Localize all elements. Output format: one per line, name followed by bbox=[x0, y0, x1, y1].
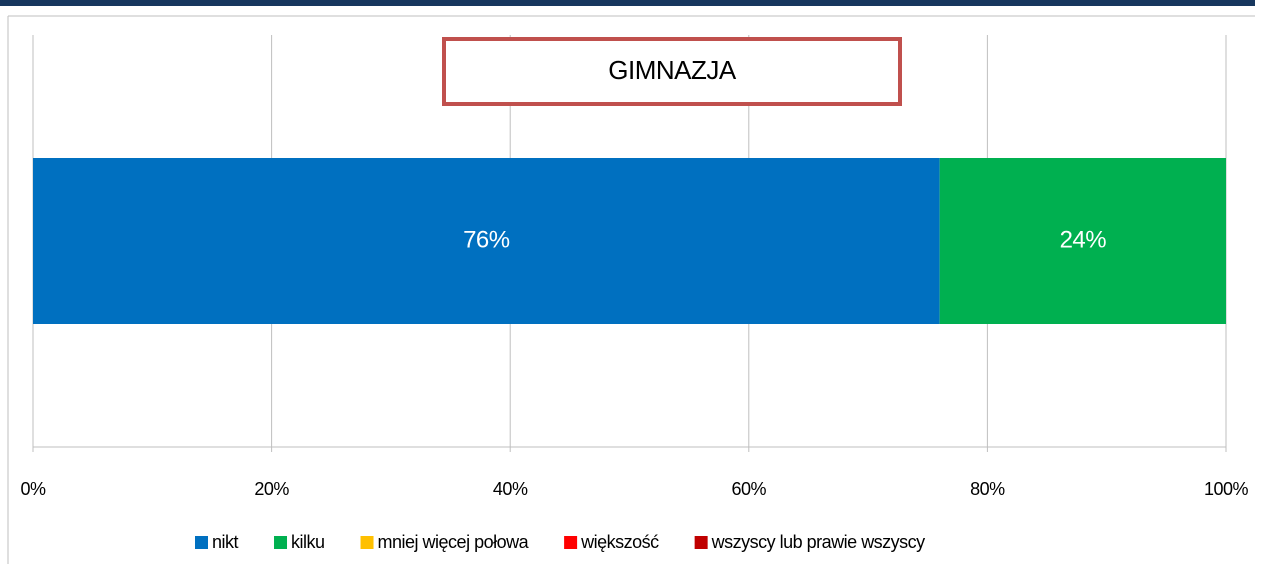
legend-swatch bbox=[564, 536, 578, 549]
data-label: 24% bbox=[1060, 226, 1107, 253]
bars bbox=[33, 158, 1226, 324]
legend-label: mniej więcej połowa bbox=[378, 532, 530, 552]
chart-title: GIMNAZJA bbox=[608, 55, 737, 85]
legend-label: nikt bbox=[212, 532, 239, 552]
legend-swatch bbox=[360, 536, 374, 549]
bar-segment bbox=[33, 158, 940, 324]
x-tick-label: 80% bbox=[970, 479, 1005, 499]
header-bar bbox=[0, 0, 1255, 6]
legend-swatch bbox=[195, 536, 208, 549]
x-tick-label: 0% bbox=[20, 479, 46, 499]
x-tick-label: 60% bbox=[732, 479, 767, 499]
legend-label: większość bbox=[580, 532, 659, 552]
x-tick-label: 20% bbox=[254, 479, 289, 499]
legend-swatch bbox=[694, 536, 708, 549]
legend-swatch bbox=[274, 536, 288, 549]
x-tick-label: 100% bbox=[1204, 479, 1249, 499]
legend-label: wszyscy lub prawie wszyscy bbox=[711, 532, 926, 552]
title-box bbox=[442, 37, 902, 106]
legend-label: kilku bbox=[291, 532, 325, 552]
x-tick-label: 40% bbox=[493, 479, 528, 499]
bar-segment bbox=[939, 158, 1226, 324]
data-label: 76% bbox=[463, 226, 510, 253]
